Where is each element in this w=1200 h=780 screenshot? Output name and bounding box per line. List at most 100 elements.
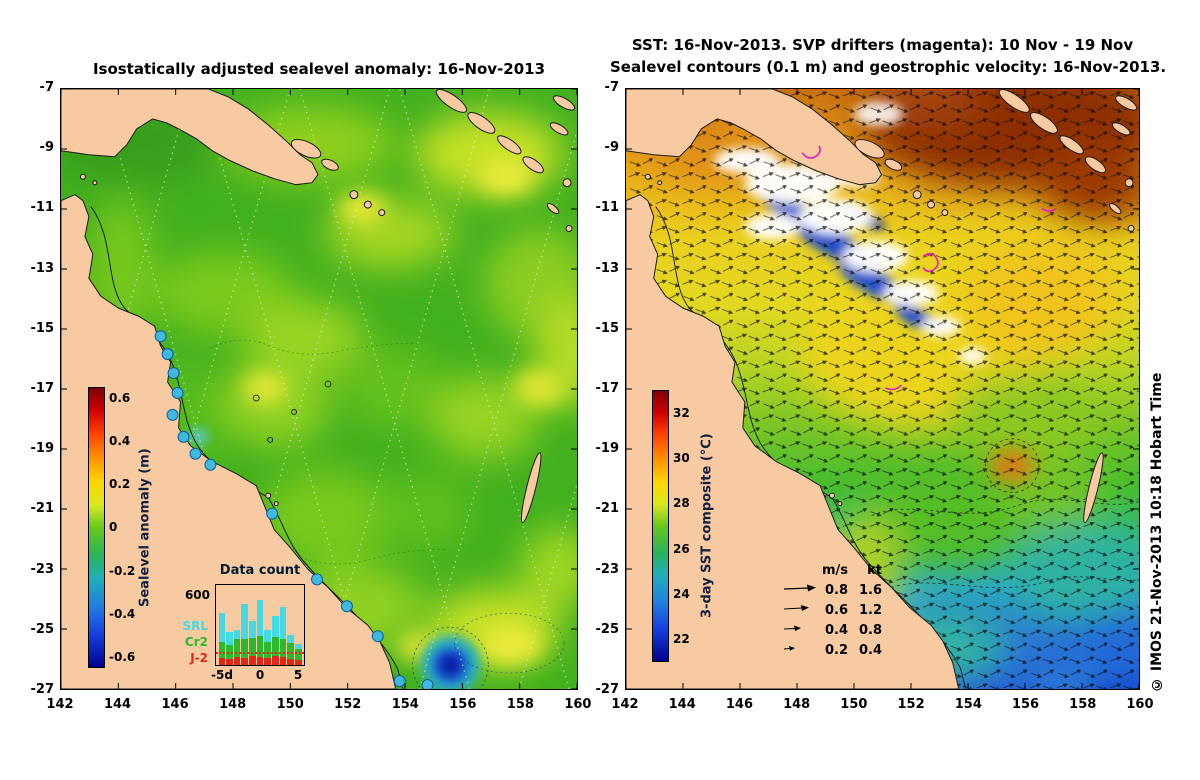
sst-colorbar-labels: 32 30 28 26 24 22	[673, 405, 699, 647]
velocity-kt-value: 1.2	[858, 602, 882, 618]
datacount-bar	[233, 630, 241, 665]
colorbar-tick-label: 0.2	[109, 477, 131, 492]
y-tick-label: -17	[30, 380, 55, 396]
datacount-threshold-line	[216, 652, 304, 654]
x-tick-label: 142	[611, 697, 639, 712]
x-tick-label: 152	[334, 697, 362, 712]
right-x-axis-labels: 142 144 146 148 150 152 154 156 158 160	[605, 697, 1160, 712]
velocity-ms-value: 0.4	[824, 622, 848, 638]
x-tick-label: 144	[103, 697, 132, 712]
sst-colorbar	[652, 390, 669, 662]
y-tick-label: -7	[604, 80, 619, 95]
coastal-station-markers	[154, 330, 434, 689]
sealevel-contours	[871, 438, 1139, 590]
right-y-axis-labels: -7 -9 -11 -13 -15 -17 -19 -21 -23 -25 -27	[581, 79, 620, 699]
axis-tick-marks	[61, 89, 577, 689]
velocity-arrow-icon	[783, 646, 795, 651]
y-tick-label: -13	[595, 260, 620, 276]
velocity-arrow-icon	[783, 605, 809, 611]
y-tick-label: -21	[595, 501, 620, 517]
datacount-x-tick-label: -5d	[211, 668, 233, 682]
velocity-kt-value: 0.4	[858, 642, 882, 658]
x-tick-label: 154	[954, 697, 982, 712]
colorbar-tick-label: 0	[109, 520, 118, 535]
y-tick-label: -11	[30, 200, 55, 216]
x-tick-label: 144	[668, 697, 696, 712]
colorbar-tick-label: 0.6	[109, 391, 131, 405]
y-tick-label: -23	[30, 561, 55, 577]
datacount-x-tick-label: 5	[293, 668, 303, 682]
datacount-bar	[249, 620, 256, 665]
y-tick-label: -9	[39, 140, 54, 156]
colorbar-tick-label: 24	[673, 586, 690, 601]
velocity-kt-value: 0.8	[858, 622, 882, 638]
sealevel-anomaly-map-panel	[60, 88, 578, 690]
cold-eddy	[187, 427, 481, 689]
datacount-bar	[279, 606, 287, 665]
anomaly-contours	[210, 339, 565, 689]
x-tick-label: 148	[783, 697, 811, 712]
y-tick-label: -17	[595, 380, 620, 396]
x-tick-label: 158	[506, 697, 534, 712]
x-tick-label: 148	[219, 697, 247, 712]
x-tick-label: 150	[840, 697, 868, 712]
right-panel-title-line2: Sealevel contours (0.1 m) and geostrophi…	[610, 58, 1167, 76]
left-panel-title: Isostatically adjusted sealevel anomaly:…	[92, 60, 546, 78]
y-tick-label: -13	[30, 260, 55, 276]
datacount-bar	[264, 630, 271, 665]
y-tick-label: -21	[30, 501, 55, 517]
velocity-legend-header: m/s kt	[782, 560, 882, 580]
axis-tick-marks	[626, 89, 1139, 689]
left-y-axis-labels: -7 -9 -11 -13 -15 -17 -19 -21 -23 -25 -27	[16, 79, 55, 699]
datacount-bar	[294, 644, 302, 665]
y-tick-label: -27	[595, 681, 620, 697]
datacount-bar	[218, 612, 226, 665]
left-x-axis-labels: 142 144 146 148 150 152 154 156 158 160	[40, 697, 598, 712]
svp-drifter-tracks	[801, 145, 1057, 391]
colorbar-tick-label: 0.4	[109, 434, 131, 449]
datacount-bars	[215, 584, 305, 666]
sealevel-colorbar-labels: 0.6 0.4 0.2 0 -0.2 -0.4 -0.6	[109, 390, 139, 665]
x-tick-label: 160	[1126, 697, 1154, 712]
colorbar-tick-label: -0.4	[109, 606, 136, 621]
y-tick-label: -15	[595, 320, 620, 336]
colorbar-tick-label: 26	[673, 541, 690, 556]
datacount-x-tick-label: 0	[255, 668, 265, 682]
x-tick-label: 152	[897, 697, 925, 712]
velocity-legend-kt-header: kt	[867, 562, 882, 578]
x-tick-label: 156	[1011, 697, 1040, 712]
velocity-ms-value: 0.2	[824, 642, 848, 658]
velocity-legend-row: 0.2 0.4	[782, 640, 882, 660]
y-tick-label: -15	[30, 320, 55, 336]
datacount-bar	[256, 599, 264, 665]
legend-item: Cr2	[184, 635, 208, 649]
datacount-x-labels: -5d 0 5	[207, 668, 313, 682]
velocity-arrow-icon	[783, 584, 816, 592]
datacount-legend: SRL Cr2 J-2	[174, 618, 208, 666]
datacount-bar	[241, 604, 249, 665]
datacount-ymax-label: 600	[184, 588, 210, 602]
velocity-legend-ms-header: m/s	[821, 562, 848, 578]
sst-map	[626, 89, 1139, 689]
colorbar-tick-label: -0.6	[109, 649, 136, 664]
y-tick-label: -11	[595, 200, 620, 216]
velocity-kt-value: 1.6	[858, 582, 882, 598]
x-tick-label: 150	[276, 697, 304, 712]
y-tick-label: -19	[595, 441, 620, 457]
datacount-bar	[271, 616, 279, 665]
sst-map-panel	[625, 88, 1140, 690]
x-tick-label: 146	[161, 697, 189, 712]
x-tick-label: 154	[391, 697, 419, 712]
colorbar-tick-label: 32	[673, 406, 690, 420]
x-tick-label: 158	[1069, 697, 1097, 712]
copyright-watermark: © IMOS 21-Nov-2013 10:18 Hobart Time	[1149, 372, 1165, 692]
velocity-legend-row: 0.4 0.8	[782, 620, 882, 640]
y-tick-label: -25	[595, 621, 620, 637]
y-tick-label: -23	[595, 561, 620, 577]
legend-item: SRL	[182, 619, 208, 633]
sealevel-colorbar	[88, 387, 105, 668]
velocity-legend-row: 0.6 1.2	[782, 600, 882, 620]
sealevel-colorbar-title: Sealevel anomaly (m)	[137, 448, 153, 607]
datacount-title: Data count	[219, 563, 301, 578]
